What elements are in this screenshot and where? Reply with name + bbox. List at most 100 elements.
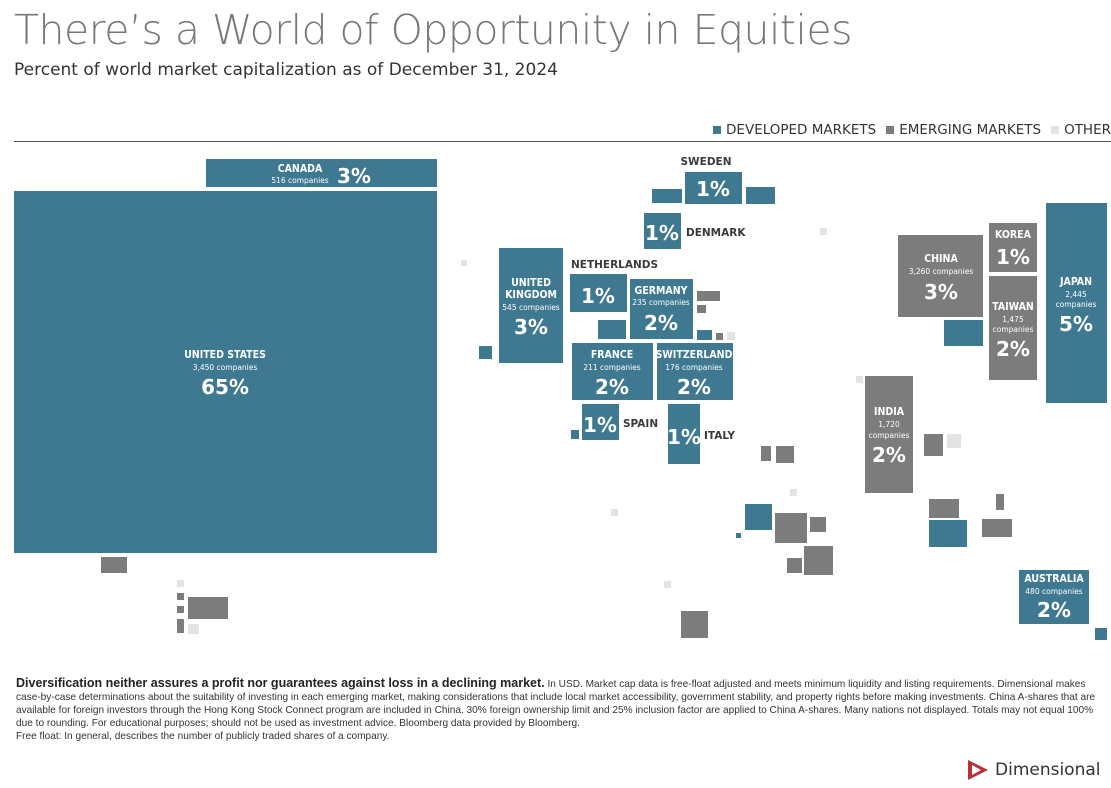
minor-market-square-24 (776, 446, 794, 463)
country-percent-korea: 1% (996, 245, 1030, 269)
minor-market-square-40 (681, 611, 708, 638)
minor-market-square-28 (611, 509, 618, 516)
minor-market-square-3 (177, 593, 184, 600)
country-name-switzerland: SWITZERLAND (656, 349, 733, 361)
country-tile-japan (1046, 203, 1107, 403)
country-tile-australia (1019, 570, 1089, 624)
minor-market-square-23 (761, 446, 771, 461)
country-percent-sweden: 1% (696, 177, 730, 201)
country-tile-switzerland (657, 343, 733, 400)
country-percent-switzerland: 2% (677, 375, 711, 399)
minor-market-square-14 (697, 305, 706, 313)
country-percent-united-states: 65% (201, 375, 249, 399)
country-tile-taiwan (989, 276, 1037, 380)
country-tile-sweden (685, 172, 742, 204)
disclaimer-body: In USD. Market cap data is free-float ad… (16, 679, 1096, 729)
country-tile-united-kingdom (499, 248, 563, 363)
country-tile-denmark (644, 213, 681, 249)
country-tile-netherlands (570, 274, 627, 312)
legend: DEVELOPED MARKETS EMERGING MARKETS OTHER (713, 122, 1111, 138)
disclaimer: Diversification neither assures a profit… (16, 677, 1096, 743)
country-percent-china: 3% (924, 280, 958, 304)
legend-item-emerging: EMERGING MARKETS (886, 122, 1041, 138)
country-tile-germany (630, 279, 693, 339)
minor-market-square-11 (461, 260, 467, 266)
country-name-united-states: UNITED STATES (184, 349, 266, 361)
minor-market-square-8 (652, 189, 682, 203)
country-name-canada: CANADA (278, 163, 323, 175)
brand-name: Dimensional (995, 760, 1101, 780)
country-companies-united-states: 3,450 companies (193, 363, 258, 372)
country-name-japan: JAPAN (1059, 276, 1092, 288)
legend-label-other: OTHER (1064, 122, 1111, 138)
country-tile-spain (582, 404, 619, 440)
country-companies-canada: 516 companies (271, 176, 329, 185)
minor-market-square-25 (924, 434, 943, 456)
country-companies-word-taiwan: companies (993, 325, 1034, 334)
minor-market-square-33 (787, 558, 802, 573)
country-name-australia: AUSTRALIA (1024, 573, 1084, 585)
country-tile-canada (206, 159, 437, 187)
minor-market-square-16 (716, 333, 723, 340)
header-rule (14, 141, 1111, 142)
country-companies-france: 211 companies (583, 363, 641, 372)
country-tile-france (572, 343, 653, 400)
country-name-united-kingdom-line2: KINGDOM (505, 289, 557, 301)
minor-market-square-29 (745, 504, 772, 530)
minor-market-square-35 (929, 499, 959, 518)
chart-subtitle: Percent of world market capitalization a… (14, 60, 558, 80)
minor-market-square-32 (810, 517, 826, 532)
minor-market-square-22 (571, 430, 579, 439)
country-name-germany: GERMANY (635, 285, 688, 297)
minor-market-square-19 (944, 320, 983, 346)
minor-market-square-10 (820, 228, 827, 235)
country-companies-word-india: companies (869, 431, 910, 440)
legend-swatch-other (1051, 126, 1060, 134)
minor-market-square-9 (746, 187, 775, 204)
legend-swatch-developed (713, 126, 722, 134)
minor-market-square-7 (188, 624, 199, 634)
country-percent-denmark: 1% (645, 221, 679, 245)
country-companies-germany: 235 companies (632, 298, 690, 307)
minor-market-square-26 (947, 434, 961, 448)
world-market-map: UNITED STATES 3,450 companies 65% CANADA516… (14, 156, 1107, 640)
minor-market-square-30 (736, 533, 741, 538)
minor-market-square-1 (101, 557, 127, 573)
country-companies-australia: 480 companies (1025, 587, 1083, 596)
country-tile-india (865, 376, 913, 493)
country-percent-canada: 3% (337, 164, 371, 188)
country-name-korea: KOREA (995, 229, 1032, 241)
legend-swatch-emerging (886, 126, 895, 134)
minor-market-square-4 (177, 606, 184, 613)
country-companies-china: 3,260 companies (909, 267, 974, 276)
country-tile-korea (989, 223, 1037, 272)
minor-market-square-36 (929, 520, 967, 547)
minor-market-square-6 (188, 597, 228, 619)
country-companies-count-taiwan: 1,475 (1002, 315, 1024, 324)
dimensional-logo-icon (968, 760, 988, 780)
minor-market-square-34 (804, 546, 833, 575)
minor-market-square-27 (790, 489, 797, 496)
country-tile-united-states (14, 191, 437, 553)
country-percent-italy: 1% (667, 425, 701, 449)
minor-market-square-15 (697, 330, 712, 340)
country-percent-germany: 2% (644, 311, 678, 335)
country-percent-japan: 5% (1059, 312, 1093, 336)
country-name-united-kingdom-line1: UNITED (511, 277, 551, 289)
legend-item-other: OTHER (1051, 122, 1111, 138)
country-name-denmark: DENMARK (686, 227, 746, 239)
country-percent-australia: 2% (1037, 598, 1071, 622)
country-name-spain: SPAIN (623, 418, 658, 430)
country-percent-spain: 1% (583, 413, 617, 437)
country-tile-china (898, 235, 983, 317)
minor-market-square-38 (982, 519, 1012, 537)
country-tile-italy (668, 404, 700, 464)
minor-market-square-37 (996, 494, 1004, 510)
minor-market-square-39 (664, 581, 671, 588)
minor-market-square-17 (727, 332, 735, 340)
country-name-france: FRANCE (591, 349, 633, 361)
legend-label-emerging: EMERGING MARKETS (899, 122, 1042, 138)
minor-market-square-5 (177, 619, 184, 633)
country-name-taiwan: TAIWAN (992, 301, 1034, 313)
country-percent-france: 2% (595, 375, 629, 399)
